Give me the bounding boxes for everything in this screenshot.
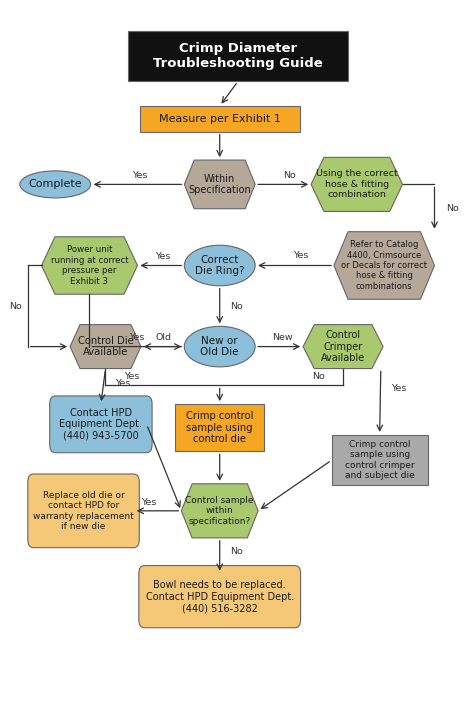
Text: Yes: Yes <box>141 498 157 507</box>
Text: Crimp control
sample using
control die: Crimp control sample using control die <box>186 411 253 444</box>
Text: Yes: Yes <box>391 384 407 394</box>
Text: Yes: Yes <box>116 379 131 389</box>
FancyBboxPatch shape <box>28 474 139 548</box>
Text: Yes: Yes <box>293 251 309 260</box>
Text: Refer to Catalog
4400, Crimsource
or Decals for correct
hose & fitting
combinati: Refer to Catalog 4400, Crimsource or Dec… <box>341 240 427 291</box>
Text: Control
Crimper
Available: Control Crimper Available <box>321 330 365 363</box>
Text: Control sample
within
specification?: Control sample within specification? <box>186 496 254 526</box>
Bar <box>175 404 264 451</box>
Polygon shape <box>184 160 255 208</box>
Polygon shape <box>181 484 258 538</box>
Ellipse shape <box>184 327 255 367</box>
Ellipse shape <box>184 245 255 286</box>
Text: Old: Old <box>156 333 171 342</box>
Text: Bowl needs to be replaced.
Contact HPD Equipment Dept.
(440) 516-3282: Bowl needs to be replaced. Contact HPD E… <box>146 580 294 613</box>
Text: Within
Specification: Within Specification <box>188 174 251 195</box>
FancyBboxPatch shape <box>50 396 152 453</box>
Text: New: New <box>272 333 293 342</box>
Text: Complete: Complete <box>29 180 82 189</box>
Text: No: No <box>446 203 459 213</box>
Text: No: No <box>283 171 296 180</box>
Text: Replace old die or
contact HPD for
warranty replacement
if new die: Replace old die or contact HPD for warra… <box>33 491 134 531</box>
Text: Yes: Yes <box>124 372 139 381</box>
Text: New or
Old Die: New or Old Die <box>200 336 239 358</box>
Text: Crimp control
sample using
control crimper
and subject die: Crimp control sample using control crimp… <box>345 440 415 480</box>
Polygon shape <box>303 325 383 369</box>
Text: Measure per Exhibit 1: Measure per Exhibit 1 <box>159 114 281 124</box>
Polygon shape <box>70 325 141 369</box>
Text: No: No <box>230 301 243 310</box>
Text: Yes: Yes <box>129 333 145 342</box>
Ellipse shape <box>20 171 90 198</box>
Bar <box>140 106 300 132</box>
Text: No: No <box>230 547 243 556</box>
Polygon shape <box>41 237 138 294</box>
Text: Correct
Die Ring?: Correct Die Ring? <box>195 255 245 276</box>
Bar <box>129 31 347 82</box>
Text: Yes: Yes <box>132 171 148 180</box>
Bar <box>332 435 427 486</box>
Polygon shape <box>334 232 435 299</box>
FancyBboxPatch shape <box>139 565 301 628</box>
Text: Yes: Yes <box>155 252 170 261</box>
Text: Crimp Diameter
Troubleshooting Guide: Crimp Diameter Troubleshooting Guide <box>153 42 323 70</box>
Text: Power unit
running at correct
pressure per
Exhibit 3: Power unit running at correct pressure p… <box>50 246 129 286</box>
Text: No: No <box>10 301 22 310</box>
Text: Using the correct
hose & fitting
combination: Using the correct hose & fitting combina… <box>316 170 397 199</box>
Polygon shape <box>311 158 403 211</box>
Text: Contact HPD
Equipment Dept.
(440) 943-5700: Contact HPD Equipment Dept. (440) 943-57… <box>60 408 142 441</box>
Text: Control Die
Available: Control Die Available <box>78 336 133 358</box>
Text: No: No <box>312 372 325 381</box>
